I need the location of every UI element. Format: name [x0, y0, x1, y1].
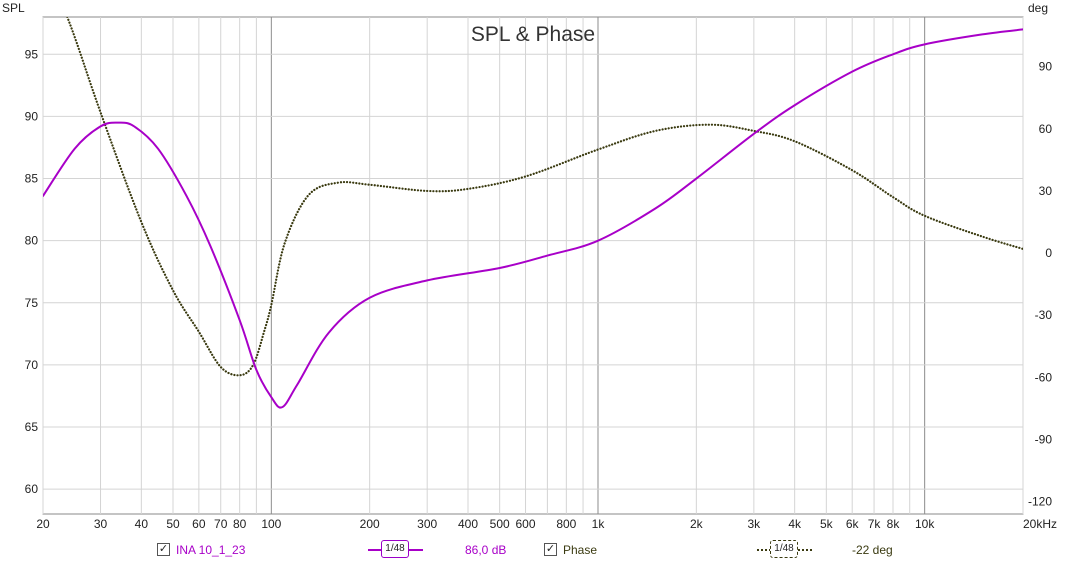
- y-right-tick-labels: -120 -90 -60 -30 0 30 60 90: [1028, 60, 1052, 509]
- y-right-tick-label: -60: [1035, 370, 1053, 384]
- x-tick-label: 500: [490, 517, 510, 531]
- y-right-tick-label: 0: [1045, 246, 1052, 260]
- chart-title: SPL & Phase: [471, 23, 595, 46]
- x-tick-label: 40: [135, 517, 149, 531]
- x-tick-label: 50: [166, 517, 180, 531]
- series2-legend-line-right: [798, 549, 812, 551]
- y-left-tick-label: 70: [25, 358, 39, 372]
- x-tick-labels: 20 30 40 50 60 70 80 100 200 300 400 500 600 800 1k 2k 3…: [36, 517, 1057, 531]
- y-left-tick-label: 95: [25, 47, 39, 61]
- series2-checkbox[interactable]: ✓: [544, 543, 557, 556]
- x-tick-label: 2k: [690, 517, 704, 531]
- spl-phase-chart: 20 30 40 50 60 70 80 100 200 300 400 500 600 800 1k 2k 3…: [2, 1, 1057, 531]
- x-tick-label: 8k: [887, 517, 901, 531]
- x-tick-label: 4k: [788, 517, 802, 531]
- series1-smoothing-button[interactable]: 1/48: [381, 540, 409, 558]
- y-left-tick-label: 85: [25, 172, 39, 186]
- plot-area-border: [42, 16, 1024, 515]
- x-tick-label: 1k: [592, 517, 606, 531]
- x-tick-label: 5k: [820, 517, 834, 531]
- x-tick-label: 70: [214, 517, 228, 531]
- x-tick-label: 300: [417, 517, 437, 531]
- series2-legend-line-left: [757, 549, 771, 551]
- series-layer: [43, 17, 1023, 409]
- series1-legend-line-right: [409, 549, 423, 551]
- spl-series-line: [43, 28, 1023, 409]
- series2-legend-value: -22 deg: [852, 543, 893, 557]
- grid-lines: [42, 17, 1024, 514]
- x-tick-label: 20kHz: [1023, 517, 1057, 531]
- x-tick-label: 100: [261, 517, 281, 531]
- x-tick-label: 200: [360, 517, 380, 531]
- x-tick-label: 20: [36, 517, 50, 531]
- y-right-tick-label: 30: [1039, 184, 1053, 198]
- x-tick-label: 80: [233, 517, 247, 531]
- y-right-tick-label: 90: [1039, 60, 1053, 74]
- series1-checkbox[interactable]: ✓: [157, 543, 170, 556]
- x-tick-label: 10k: [915, 517, 935, 531]
- y-left-tick-label: 60: [25, 482, 39, 496]
- x-tick-label: 400: [458, 517, 478, 531]
- y-left-tick-label: 90: [25, 109, 39, 123]
- y-left-tick-label: 80: [25, 234, 39, 248]
- y-right-tick-label: 60: [1039, 122, 1053, 136]
- x-tick-label: 30: [94, 517, 108, 531]
- y-left-axis-label: SPL: [2, 1, 25, 15]
- x-tick-label: 7k: [868, 517, 882, 531]
- legend-bar: ✓ INA 10_1_23 1/48 86,0 dB ✓ Phase 1/48 …: [0, 540, 1080, 564]
- x-tick-label: 600: [516, 517, 536, 531]
- series2-smoothing-button[interactable]: 1/48: [770, 540, 798, 558]
- y-right-axis-label: deg: [1028, 1, 1048, 15]
- x-tick-label: 60: [192, 517, 206, 531]
- y-left-tick-labels: 60 65 70 75 80 85 90 95: [25, 47, 39, 496]
- phase-series-line: [66, 17, 1023, 377]
- y-right-tick-label: -30: [1035, 308, 1053, 322]
- x-tick-label: 6k: [846, 517, 860, 531]
- series1-legend-value: 86,0 dB: [465, 543, 507, 557]
- y-right-tick-label: -90: [1035, 432, 1053, 446]
- y-left-tick-label: 75: [25, 296, 39, 310]
- series2-legend-label: Phase: [563, 543, 598, 557]
- series1-legend-line-left: [368, 549, 382, 551]
- x-tick-label: 800: [556, 517, 576, 531]
- y-left-tick-label: 65: [25, 420, 39, 434]
- series1-legend-label: INA 10_1_23: [176, 543, 246, 557]
- x-tick-label: 3k: [748, 517, 762, 531]
- y-right-tick-label: -120: [1028, 495, 1052, 509]
